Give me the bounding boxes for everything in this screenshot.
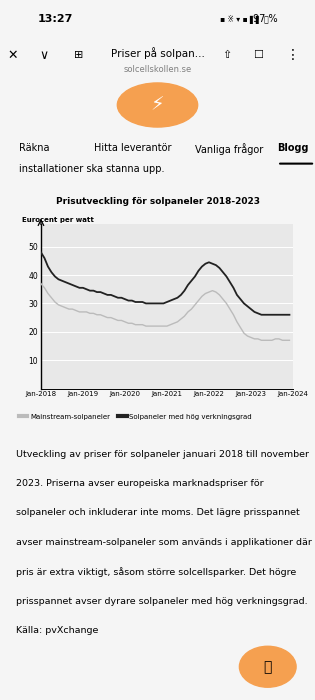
Text: ☐: ☐ <box>253 50 263 60</box>
Text: Utveckling av priser för solpaneler januari 2018 till november: Utveckling av priser för solpaneler janu… <box>16 449 309 459</box>
Text: Källa: pvXchange: Källa: pvXchange <box>16 626 98 635</box>
Text: ✕: ✕ <box>7 49 18 62</box>
Text: solpaneler och inkluderar inte moms. Det lägre prisspannet: solpaneler och inkluderar inte moms. Det… <box>16 508 300 517</box>
Text: Räkna: Räkna <box>19 143 49 153</box>
Text: ⚡: ⚡ <box>151 95 164 115</box>
Text: ∨: ∨ <box>40 49 49 62</box>
Ellipse shape <box>117 83 198 127</box>
Text: ▪ ※ ▾ ▪ ▌▌ 🔋: ▪ ※ ▾ ▪ ▌▌ 🔋 <box>220 15 269 24</box>
Text: Vanliga frågor: Vanliga frågor <box>195 143 264 155</box>
Text: avser mainstream-solpaneler som används i applikationer där: avser mainstream-solpaneler som används … <box>16 538 312 547</box>
Text: Eurocent per watt: Eurocent per watt <box>22 217 94 223</box>
Text: 97 %: 97 % <box>253 14 277 24</box>
Text: 💬: 💬 <box>264 659 272 673</box>
Text: Hitta leverantör: Hitta leverantör <box>94 143 172 153</box>
Text: Prisutveckling för solpaneler 2018-2023: Prisutveckling för solpaneler 2018-2023 <box>55 197 260 206</box>
Text: ⊞: ⊞ <box>74 50 83 60</box>
Text: 13:27: 13:27 <box>38 14 73 24</box>
Text: 2023. Priserna avser europeiska marknadspriser för: 2023. Priserna avser europeiska marknads… <box>16 479 263 488</box>
Text: Blogg: Blogg <box>277 143 309 153</box>
Text: prisspannet avser dyrare solpaneler med hög verkningsgrad.: prisspannet avser dyrare solpaneler med … <box>16 596 307 606</box>
Text: installationer ska stanna upp.: installationer ska stanna upp. <box>19 164 164 174</box>
Text: pris är extra viktigt, såsom större solcellsparker. Det högre: pris är extra viktigt, såsom större solc… <box>16 567 296 577</box>
Text: ⋮: ⋮ <box>286 48 300 62</box>
Text: Priser på solpan...: Priser på solpan... <box>111 47 204 60</box>
Legend: Mainstream-solpaneler, Solpaneler med hög verkningsgrad: Mainstream-solpaneler, Solpaneler med hö… <box>16 411 255 422</box>
Circle shape <box>239 646 296 687</box>
Text: ⇧: ⇧ <box>222 50 232 60</box>
Text: solcellskollen.se: solcellskollen.se <box>123 66 192 74</box>
